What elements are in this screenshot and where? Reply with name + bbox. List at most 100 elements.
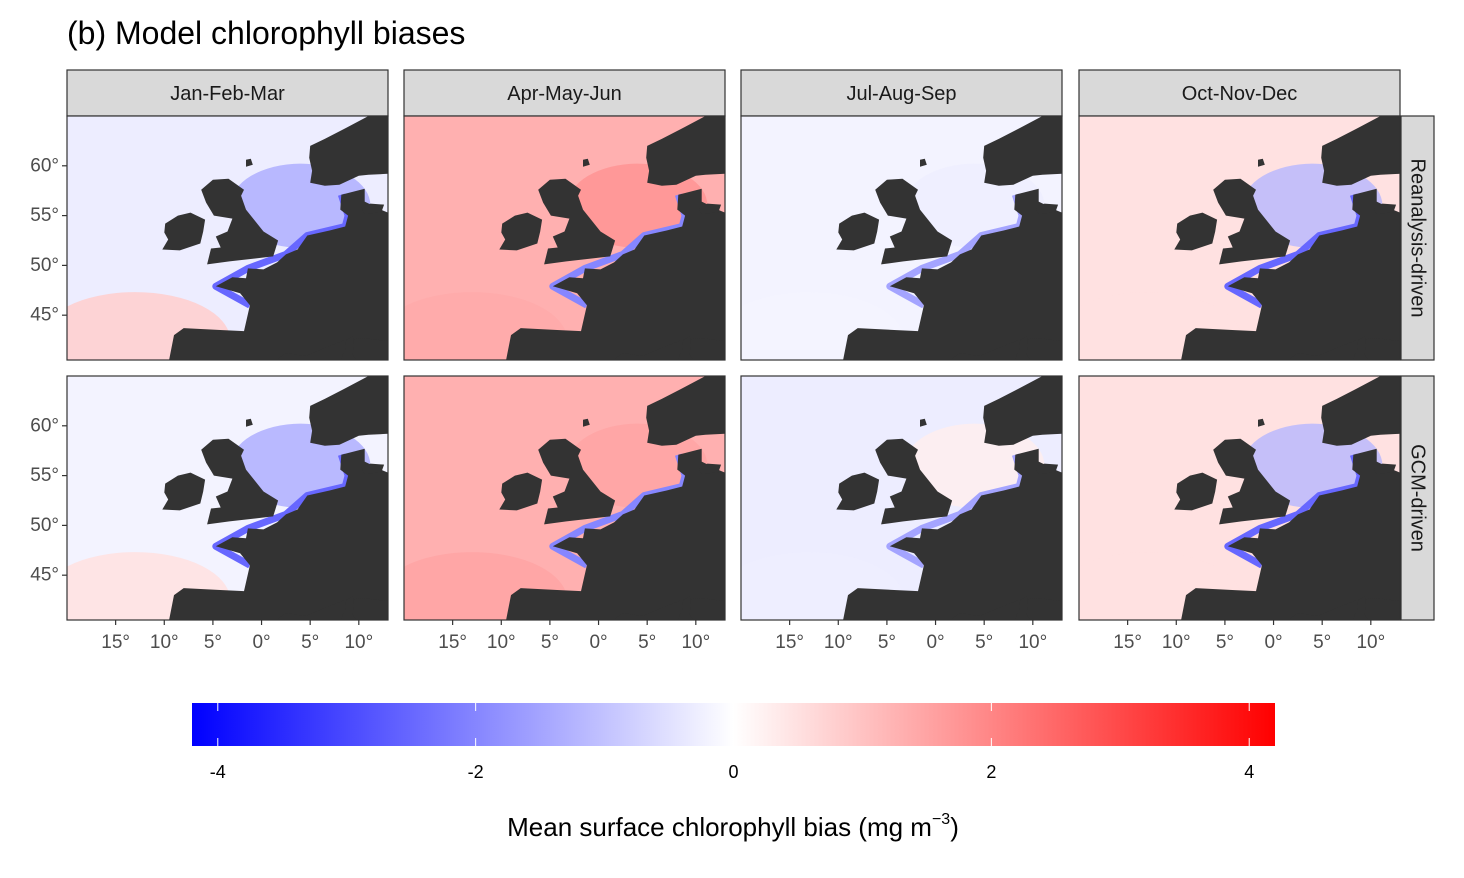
x-tick-label: 5°: [1216, 632, 1234, 653]
land-shetland: [920, 158, 927, 167]
panel-border: [1078, 115, 1401, 361]
land-britain: [875, 178, 953, 265]
land-shetland: [246, 158, 253, 167]
land-ireland: [1174, 212, 1218, 251]
land-continent: [169, 448, 388, 620]
coastal-bias-band: [212, 193, 352, 309]
land-corsica: [682, 336, 691, 350]
column-strip: [1078, 69, 1401, 117]
land-sardinia: [1353, 353, 1368, 360]
panel-border: [403, 115, 726, 361]
colorbar-tick-label: -2: [468, 762, 484, 782]
land-africa: [1288, 598, 1400, 620]
land-sardinia: [1015, 353, 1030, 360]
row-strip: [1400, 375, 1435, 621]
land-africa: [613, 598, 725, 620]
y-tick-label: 55°: [30, 465, 59, 486]
map-panel: [1078, 115, 1401, 361]
x-tick-label: 5°: [1313, 632, 1331, 653]
x-tick-label: 15°: [101, 632, 130, 653]
land-denmark: [1373, 203, 1397, 214]
colorbar: -4 -2 0 2 4 Mean surface chlorophyll bias (m…: [192, 703, 1275, 842]
land-ireland: [162, 212, 206, 251]
land-continent: [843, 188, 1062, 360]
column-strip: [66, 69, 389, 117]
x-tick-label: 5°: [541, 632, 559, 653]
y-tick-label: 60°: [30, 155, 59, 176]
x-tick-label: 5°: [638, 632, 656, 653]
chart-title: (b) Model chlorophyll biases: [67, 15, 465, 51]
map-panel: [66, 375, 389, 621]
x-tick-label: 10°: [150, 632, 179, 653]
y-tick-label: 45°: [30, 565, 59, 586]
row-facet-strips: Reanalysis-driven GCM-driven: [1400, 115, 1435, 621]
land-norway: [983, 116, 1062, 186]
colorbar-tick-label: 2: [986, 762, 996, 782]
land-denmark: [1373, 463, 1397, 474]
map-panels: [66, 115, 1401, 621]
colorbar-tick-label: 0: [728, 762, 738, 782]
x-tick-label: 0°: [252, 632, 270, 653]
x-tick-label: 5°: [204, 632, 222, 653]
land-denmark: [698, 463, 722, 474]
coastal-bias-band: [549, 453, 689, 569]
land-denmark: [361, 463, 385, 474]
land-continent: [1181, 448, 1400, 620]
x-tick-label: 10°: [1018, 632, 1047, 653]
column-strip-label: Apr-May-Jun: [507, 83, 621, 105]
colorbar-title-end: ): [950, 812, 959, 842]
y-tick-label: 45°: [30, 305, 59, 326]
land-sardinia: [341, 353, 356, 360]
land-corsica: [682, 596, 691, 610]
column-strip-label: Jul-Aug-Sep: [846, 83, 956, 105]
coastal-bias-band: [549, 193, 689, 309]
column-strip-label: Oct-Nov-Dec: [1182, 83, 1298, 105]
land-norway: [1321, 376, 1400, 446]
x-tick-label: 10°: [824, 632, 853, 653]
land-norway: [1321, 116, 1400, 186]
land-sardinia: [678, 613, 693, 620]
land-continent: [169, 188, 388, 360]
y-tick-label: 60°: [30, 415, 59, 436]
x-tick-label: 0°: [926, 632, 944, 653]
land-ireland: [1174, 472, 1218, 511]
land-norway: [646, 376, 725, 446]
map-panel: [403, 115, 726, 361]
land-denmark: [1035, 203, 1059, 214]
map-panel: [740, 375, 1063, 621]
land-continent: [506, 448, 725, 620]
land-shetland: [1258, 158, 1265, 167]
land-britain: [201, 178, 279, 265]
land-corsica: [1357, 336, 1366, 350]
colorbar-title: Mean surface chlorophyll bias (mg m−3): [507, 811, 959, 842]
coastal-bias-band: [886, 193, 1026, 309]
longitude-axis: 15° 10° 5° 0° 5° 10° 15° 10° 5° 0° 5° 10° 15° 10° 5° 0°…: [101, 620, 1385, 653]
column-strip-label: Jan-Feb-Mar: [170, 83, 285, 105]
land-sardinia: [678, 353, 693, 360]
panel-border: [740, 115, 1063, 361]
land-britain: [875, 438, 953, 525]
colorbar-tick-label: -4: [210, 762, 226, 782]
colorbar-title-main: Mean surface chlorophyll bias (mg m: [507, 812, 932, 842]
row-strip-label: Reanalysis-driven: [1407, 159, 1429, 318]
land-denmark: [698, 203, 722, 214]
land-corsica: [345, 596, 354, 610]
land-norway: [309, 116, 388, 186]
land-britain: [538, 178, 616, 265]
land-sardinia: [1015, 613, 1030, 620]
y-tick-label: 50°: [30, 255, 59, 276]
land-shetland: [1258, 418, 1265, 427]
x-tick-label: 15°: [438, 632, 467, 653]
land-ireland: [836, 212, 880, 251]
land-britain: [538, 438, 616, 525]
land-shetland: [246, 418, 253, 427]
land-britain: [1213, 438, 1291, 525]
y-tick-label: 55°: [30, 205, 59, 226]
map-panel: [1078, 375, 1401, 621]
land-shetland: [920, 418, 927, 427]
land-ireland: [162, 472, 206, 511]
panel-border: [66, 115, 389, 361]
column-facet-strips: Jan-Feb-Mar Apr-May-Jun Jul-Aug-Sep Oct-Nov…: [66, 69, 1401, 117]
x-tick-label: 15°: [775, 632, 804, 653]
panel-border: [403, 375, 726, 621]
